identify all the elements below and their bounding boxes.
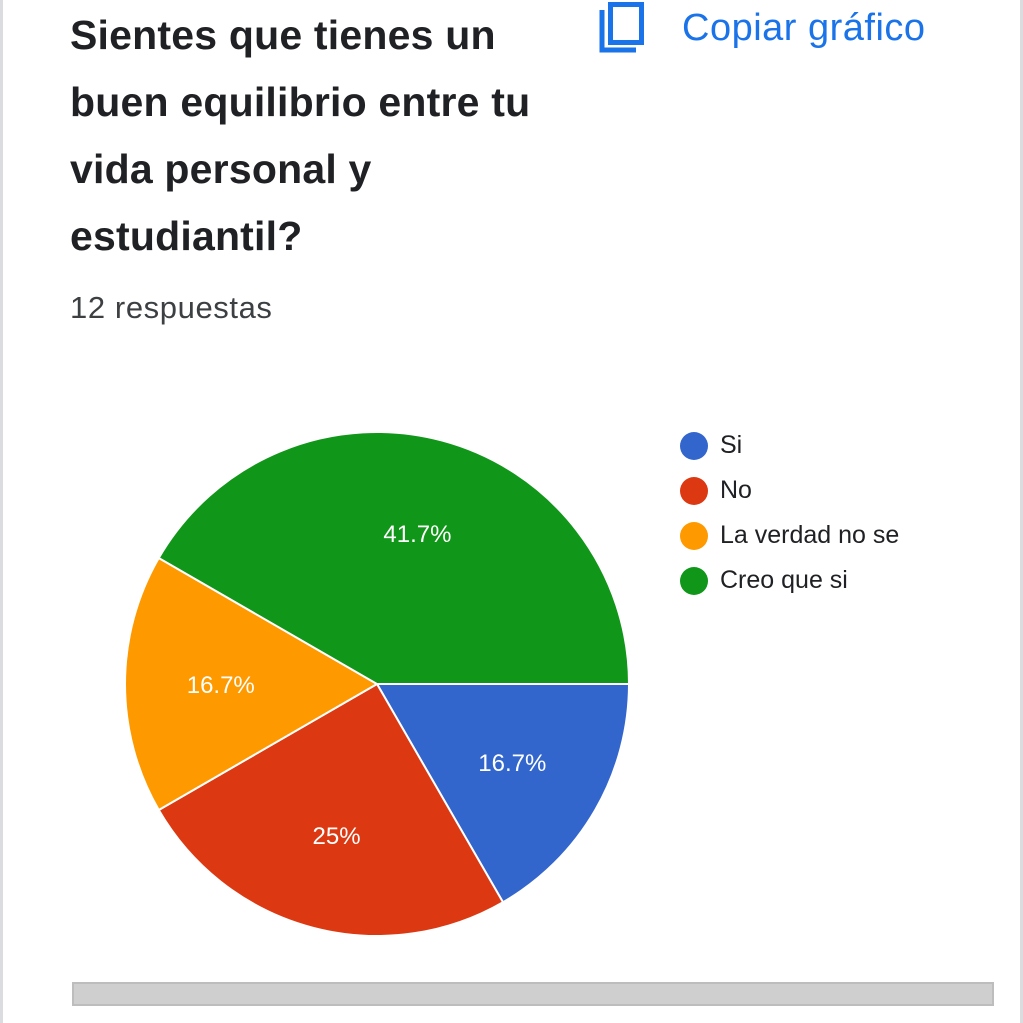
legend-dot-icon	[680, 566, 708, 595]
response-count: 12 respuestas	[70, 290, 273, 325]
legend-item-0: Si	[680, 423, 899, 468]
legend-item-2: La verdad no se	[680, 513, 899, 558]
card-border-right	[1020, 0, 1023, 1023]
copy-chart-button[interactable]: Copiar gráfico	[596, 0, 926, 56]
pie-slice-2[interactable]	[124, 556, 379, 812]
chart-legend: Si No La verdad no se Creo que si	[680, 423, 899, 603]
legend-label: No	[720, 476, 752, 504]
legend-dot-icon	[680, 431, 708, 460]
legend-label: La verdad no se	[720, 521, 900, 549]
card-border-left	[0, 0, 3, 1023]
pie-slice-label-0: 16.7%	[478, 750, 546, 777]
pie-slice-label-2: 16.7%	[187, 672, 255, 699]
question-title: Sientes que tienes un buen equilibrio en…	[70, 12, 531, 259]
copy-icon	[596, 0, 650, 56]
legend-label: Creo que si	[720, 566, 848, 594]
legend-item-3: Creo que si	[680, 558, 899, 603]
pie-slice-3[interactable]	[157, 431, 631, 685]
horizontal-scrollbar[interactable]	[72, 982, 994, 1006]
legend-dot-icon	[680, 521, 708, 550]
pie-slice-1[interactable]	[157, 682, 505, 937]
pie-slice-0[interactable]	[375, 683, 631, 904]
copy-chart-label: Copiar gráfico	[682, 6, 926, 49]
legend-label: Si	[720, 431, 743, 459]
legend-dot-icon	[680, 476, 708, 505]
pie-slice-label-1: 25%	[313, 823, 361, 850]
legend-item-1: No	[680, 468, 899, 513]
pie-slice-label-3: 41.7%	[383, 521, 451, 548]
